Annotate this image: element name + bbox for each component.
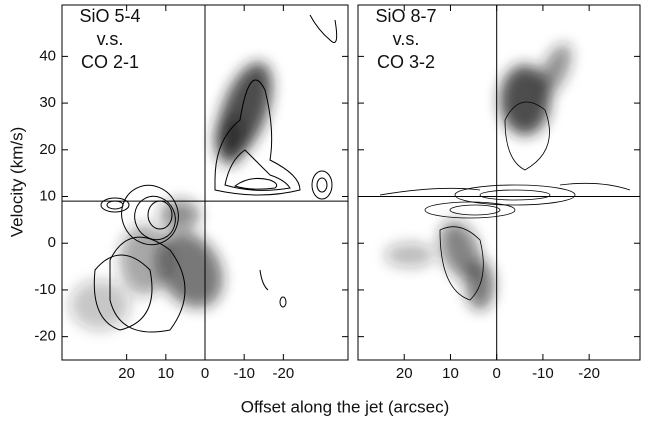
y-tick-label: -20 <box>34 328 56 345</box>
y-tick-label: 40 <box>39 47 56 64</box>
x-tick-label: 0 <box>201 365 209 382</box>
left-image <box>70 14 338 333</box>
x-tick-label: 10 <box>442 365 459 382</box>
panel-title: v.s. <box>97 29 124 49</box>
y-axis-label: Velocity (km/s) <box>7 127 26 238</box>
y-tick-label: -10 <box>34 281 56 298</box>
panel-title: CO 2-1 <box>81 52 139 72</box>
x-tick-label: 20 <box>396 365 413 382</box>
x-tick-label: 20 <box>118 365 135 382</box>
x-tick-label: -20 <box>273 365 295 382</box>
panel-title: v.s. <box>393 29 420 49</box>
x-tick-label: -10 <box>233 365 255 382</box>
panel-title: SiO 8-7 <box>375 6 436 26</box>
x-tick-label: -20 <box>578 365 600 382</box>
panel-title: CO 3-2 <box>377 52 435 72</box>
y-tick-label: 30 <box>39 94 56 111</box>
right-image <box>379 44 631 310</box>
y-tick-label: 20 <box>39 141 56 158</box>
panel-title: SiO 5-4 <box>79 6 140 26</box>
x-tick-label: 10 <box>157 365 174 382</box>
x-tick-label: -10 <box>532 365 554 382</box>
panel-frame <box>357 4 641 361</box>
y-tick-label: 10 <box>39 187 56 204</box>
y-tick-label: 0 <box>48 234 56 251</box>
x-axis-label: Offset along the jet (arcsec) <box>241 397 450 416</box>
x-tick-label: 0 <box>493 365 501 382</box>
